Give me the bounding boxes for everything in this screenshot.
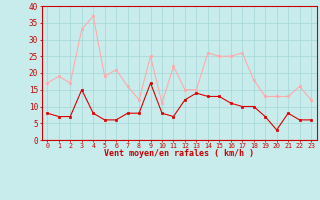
X-axis label: Vent moyen/en rafales ( km/h ): Vent moyen/en rafales ( km/h ) <box>104 149 254 158</box>
